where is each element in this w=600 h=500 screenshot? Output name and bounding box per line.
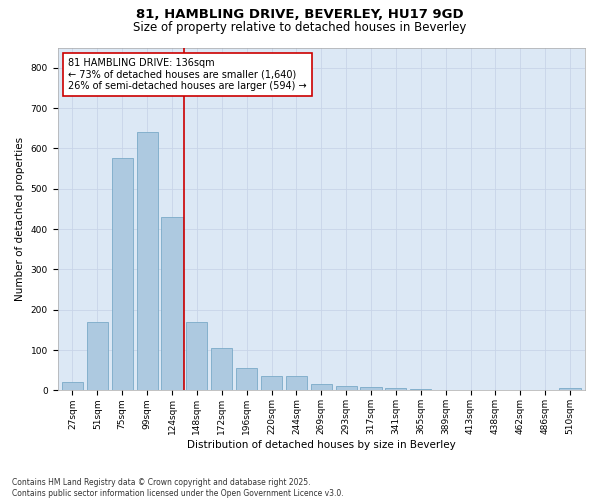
Bar — [62, 382, 83, 390]
Bar — [87, 322, 108, 390]
Text: Contains HM Land Registry data © Crown copyright and database right 2025.
Contai: Contains HM Land Registry data © Crown c… — [12, 478, 344, 498]
Bar — [311, 384, 332, 390]
Bar — [112, 158, 133, 390]
X-axis label: Distribution of detached houses by size in Beverley: Distribution of detached houses by size … — [187, 440, 455, 450]
Bar — [286, 376, 307, 390]
Bar — [335, 386, 357, 390]
Bar — [559, 388, 581, 390]
Bar — [361, 387, 382, 390]
Bar — [410, 389, 431, 390]
Text: Size of property relative to detached houses in Beverley: Size of property relative to detached ho… — [133, 21, 467, 34]
Bar — [211, 348, 232, 391]
Y-axis label: Number of detached properties: Number of detached properties — [15, 137, 25, 301]
Bar — [186, 322, 208, 390]
Text: 81, HAMBLING DRIVE, BEVERLEY, HU17 9GD: 81, HAMBLING DRIVE, BEVERLEY, HU17 9GD — [136, 8, 464, 20]
Bar — [261, 376, 282, 390]
Bar — [161, 217, 182, 390]
Bar — [385, 388, 406, 390]
Text: 81 HAMBLING DRIVE: 136sqm
← 73% of detached houses are smaller (1,640)
26% of se: 81 HAMBLING DRIVE: 136sqm ← 73% of detac… — [68, 58, 307, 91]
Bar — [236, 368, 257, 390]
Bar — [137, 132, 158, 390]
